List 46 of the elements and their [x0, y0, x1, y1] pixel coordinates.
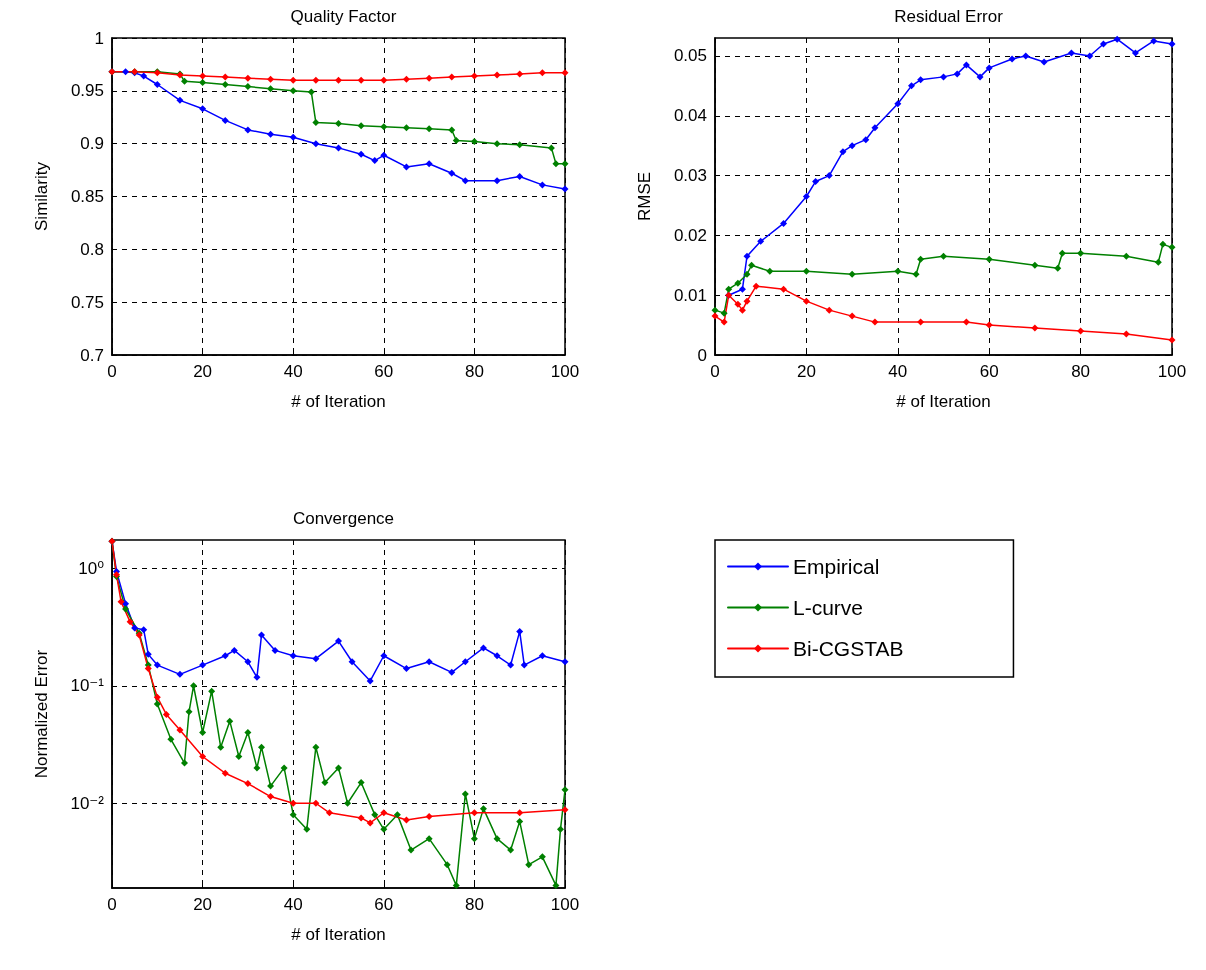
- x-tick-label: 0: [107, 362, 117, 381]
- legend-label: Bi-CGSTAB: [793, 637, 904, 660]
- y-tick-label: 0.05: [673, 46, 707, 66]
- y-tick-label: 0.7: [80, 345, 104, 365]
- y-tick-label: 1: [94, 28, 104, 48]
- y-tick-label: 0.8: [80, 239, 104, 259]
- x-tick-label: 80: [464, 895, 484, 914]
- chart-title: Quality Factor: [290, 7, 397, 26]
- y-tick-label: 0.75: [70, 292, 104, 312]
- chart-title: Convergence: [292, 509, 395, 528]
- chart-title: Residual Error: [894, 7, 1004, 26]
- y-tick-label: 0.9: [80, 134, 104, 154]
- y-tick-label: 10⁻²: [70, 793, 105, 813]
- x-tick-label: 20: [193, 362, 213, 381]
- x-axis-title: # of Iteration: [896, 392, 991, 411]
- x-tick-label: 0: [107, 895, 117, 914]
- y-tick-label: 10⁰: [78, 558, 105, 578]
- x-tick-label: 60: [374, 895, 394, 914]
- y-tick-label: 0.04: [673, 106, 707, 126]
- x-axis-title: # of Iteration: [291, 392, 386, 411]
- x-axis-title: # of Iteration: [291, 925, 386, 944]
- y-tick-label: 0.85: [70, 187, 104, 206]
- y-axis-title: Normalized Error: [32, 649, 51, 779]
- legend-label: L-curve: [793, 596, 864, 619]
- x-tick-label: 60: [979, 362, 999, 381]
- x-tick-label: 100: [550, 362, 580, 381]
- y-tick-label: 0.03: [673, 166, 707, 186]
- x-tick-label: 20: [796, 362, 816, 381]
- y-axis-title: Similarity: [32, 161, 51, 231]
- y-tick-label: 0: [697, 345, 707, 365]
- y-tick-label: 0.02: [673, 225, 707, 245]
- x-tick-label: 40: [888, 362, 908, 381]
- y-tick-label: 0.01: [673, 285, 707, 305]
- x-tick-label: 80: [464, 362, 484, 381]
- y-axis-title: RMSE: [635, 171, 654, 222]
- x-tick-label: 100: [1157, 362, 1187, 381]
- x-tick-label: 100: [550, 895, 580, 914]
- x-tick-label: 40: [283, 362, 303, 381]
- y-tick-label: 10⁻¹: [70, 676, 105, 696]
- y-tick-label: 0.95: [70, 81, 104, 101]
- legend-label: Empirical: [793, 555, 880, 578]
- x-tick-label: 60: [374, 362, 394, 381]
- x-tick-label: 80: [1071, 362, 1091, 381]
- x-tick-label: 0: [710, 362, 720, 381]
- x-tick-label: 20: [193, 895, 213, 914]
- x-tick-label: 40: [283, 895, 303, 914]
